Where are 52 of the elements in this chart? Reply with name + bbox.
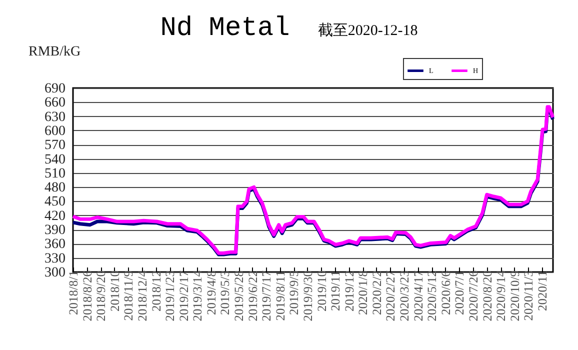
x-tick-label: 2018/11/9 (122, 270, 136, 321)
x-tick-label: 2020/11 (535, 270, 550, 312)
x-tick-label: 2020/1/8 (356, 270, 370, 315)
x-tick-label: 2020/4/17 (411, 270, 426, 322)
x-tick-label: 2018/8/1 (66, 270, 80, 315)
y-tick-label: 300 (44, 266, 66, 280)
x-tick-label: 2020/5/12 (425, 270, 440, 322)
y-tick-label: 630 (44, 110, 66, 125)
x-tick-label: 2019/10 (314, 270, 329, 312)
chart-title: Nd Metal (160, 14, 290, 44)
x-tick-label: 2020/8/20 (480, 270, 494, 322)
x-tick-label: 2019/12 (342, 270, 356, 312)
y-tick-label: 480 (44, 180, 66, 196)
x-tick-label: 2019/3/14 (190, 270, 205, 322)
y-tick-label: 390 (44, 223, 66, 238)
x-tick-label: 2020/2/2 (370, 270, 384, 315)
x-tick-label: 2019/11 (328, 270, 343, 312)
y-tick-label: 360 (44, 237, 66, 252)
x-tick-label: 2019/4/8 (204, 270, 218, 315)
y-tick-label: 510 (44, 166, 66, 182)
x-tick-label: 2019/2/17 (176, 270, 191, 322)
x-tick-label: 2020/11/3 (522, 270, 536, 321)
x-tick-label: 2018/12 (149, 270, 164, 312)
y-tick-label: 690 (44, 82, 66, 96)
x-tick-label: 2020/7/26 (466, 270, 480, 322)
x-tick-label: 2019/5/3 (218, 270, 232, 315)
x-tick-label: 2018/12/4 (135, 270, 150, 322)
x-tick-label: 2018/10 (108, 270, 122, 312)
y-tick-label: 330 (44, 251, 66, 266)
x-tick-label: 2019/9/30 (300, 270, 315, 322)
x-tick-label: 2019/5/28 (232, 270, 246, 322)
y-tick-label: 660 (44, 96, 66, 111)
y-tick-label: 600 (44, 124, 66, 139)
x-tick-label: 2020/6/6 (438, 270, 453, 315)
y-axis-title: RMB/kG (28, 44, 81, 60)
y-tick-label: 540 (44, 152, 66, 168)
x-tick-label: 2020/7/1 (452, 270, 467, 315)
x-tick-label: 2018/8/26 (80, 270, 94, 322)
x-tick-label: 2019/6/22 (246, 270, 260, 322)
chart-subtitle: 截至2020-12-18 (318, 23, 418, 39)
x-tick-label: 2020/10/9 (508, 270, 522, 322)
y-tick-label: 570 (44, 138, 66, 154)
x-tick-label: 2020/3/23 (398, 270, 412, 322)
x-tick-label: 2019/7/17 (260, 270, 274, 322)
x-tick-label: 2019/9/5 (287, 270, 302, 315)
y-tick-label: 450 (44, 194, 66, 210)
x-tick-label: 2020/9/14 (494, 270, 508, 322)
x-tick-label: 2019/8/11 (273, 270, 288, 321)
x-tick-label: 2020/2/27 (384, 270, 398, 322)
x-tick-label: 2019/1/23 (163, 270, 178, 322)
x-tick-label: 2018/9/20 (94, 270, 108, 322)
y-tick-label: 420 (44, 208, 66, 224)
